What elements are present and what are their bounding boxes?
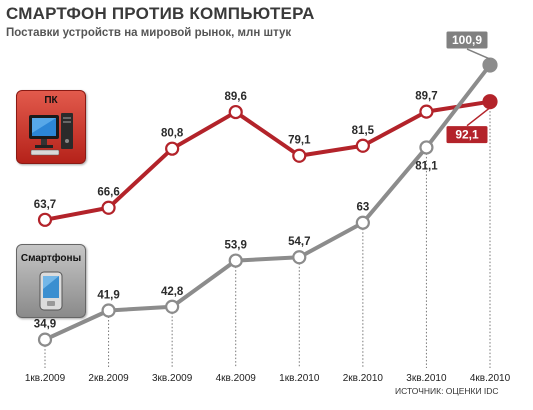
x-tick-labels: 1кв.2009 2кв.2009 3кв.2009 4кв.2009 1кв.2010… (25, 373, 511, 384)
data-label: 34,9 (34, 319, 56, 331)
legend-pc: ПК (16, 90, 86, 164)
data-point (101, 303, 116, 318)
data-point (355, 138, 370, 153)
x-tick-label: 2кв.2009 (88, 373, 129, 384)
data-label: 81,5 (352, 125, 375, 137)
legend-phone-label: Смартфоны (20, 253, 82, 264)
data-point (101, 200, 116, 215)
desktop-computer-icon (29, 113, 73, 156)
data-point (37, 212, 53, 227)
data-label: 63 (356, 202, 369, 214)
x-tick-label: 4кв.2010 (470, 373, 511, 384)
data-label: 63,7 (34, 199, 56, 211)
data-label: 100,9 (452, 33, 482, 47)
data-label: 53,9 (225, 240, 247, 252)
data-label: 79,1 (288, 135, 311, 147)
data-point (165, 141, 180, 156)
data-point (292, 250, 307, 265)
data-label: 89,6 (225, 91, 247, 103)
series-lines (44, 63, 492, 342)
data-label: 89,7 (415, 91, 437, 103)
data-label: 54,7 (288, 236, 310, 248)
data-point (482, 94, 498, 110)
last-value-connector (466, 48, 491, 60)
x-tick-label: 3кв.2009 (152, 373, 193, 384)
data-point (355, 215, 370, 230)
drop-lines (44, 107, 491, 368)
legend-pc-label: ПК (44, 95, 58, 106)
chart-title: СМАРТФОН ПРОТИВ КОМПЬЮТЕРА (6, 4, 315, 23)
last-value-connector (466, 107, 491, 127)
data-label: 41,9 (97, 289, 119, 301)
smartphone-icon (39, 271, 63, 311)
x-tick-label: 3кв.2010 (406, 373, 447, 384)
data-point (165, 299, 180, 314)
x-tick-label: 4кв.2009 (216, 373, 257, 384)
data-point (419, 140, 434, 155)
legend-phone: Смартфоны (16, 244, 86, 318)
series-line (44, 99, 491, 222)
source-note: ИСТОЧНИК: ОЦЕНКИ IDC (395, 386, 499, 396)
data-point (419, 104, 434, 119)
data-point (228, 253, 243, 268)
x-tick-label: 1кв.2010 (279, 373, 320, 384)
data-points (37, 57, 498, 347)
data-point (292, 148, 307, 163)
data-label: 81,1 (415, 160, 438, 172)
series-line (44, 63, 492, 342)
data-point (482, 57, 498, 73)
data-label: 80,8 (161, 128, 184, 140)
data-label: 66,6 (97, 187, 119, 199)
data-label: 42,8 (161, 286, 184, 298)
data-label: 92,1 (455, 128, 479, 142)
x-tick-label: 2кв.2010 (343, 373, 384, 384)
data-point (37, 332, 53, 347)
chart-subtitle: Поставки устройств на мировой рынок, млн… (6, 27, 292, 39)
x-tick-label: 1кв.2009 (25, 373, 66, 384)
data-point (228, 104, 243, 120)
data-labels: 63,7 66,6 80,8 89,6 79,1 81,5 89,7 92,1 34,9 41,9… (34, 30, 491, 331)
